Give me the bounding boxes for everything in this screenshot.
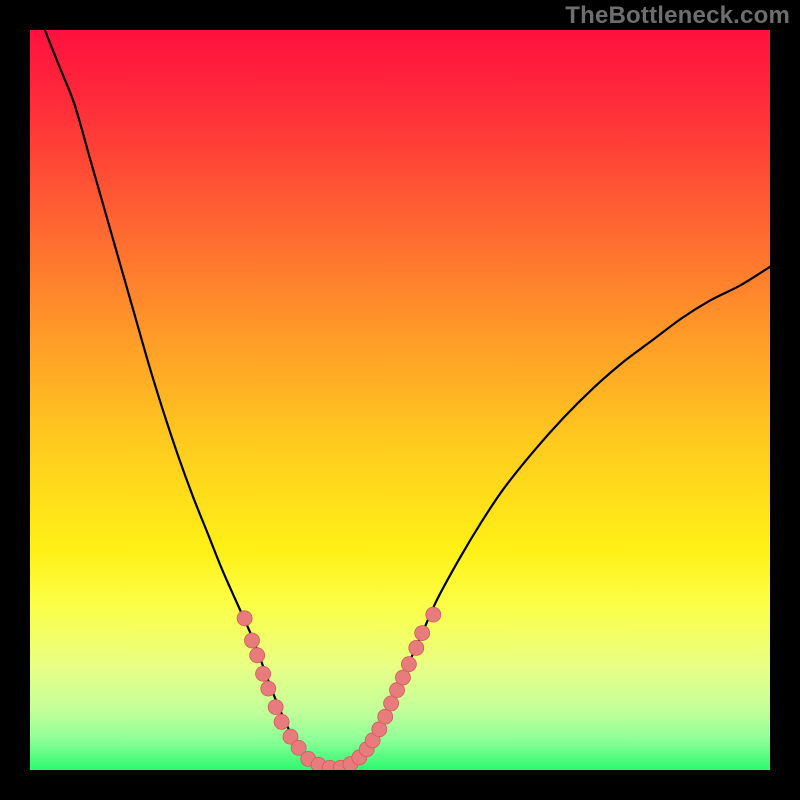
data-marker (395, 670, 410, 685)
data-marker (426, 607, 441, 622)
gradient-background (30, 30, 770, 770)
data-marker (274, 714, 289, 729)
green-safe-band (30, 722, 770, 770)
data-marker (261, 681, 276, 696)
data-marker (250, 648, 265, 663)
figure-root: TheBottleneck.com (0, 0, 800, 800)
data-marker (245, 633, 260, 648)
data-marker (409, 640, 424, 655)
plot-area (30, 30, 770, 770)
data-marker (378, 709, 393, 724)
data-marker (384, 696, 399, 711)
data-marker (237, 611, 252, 626)
data-marker (256, 666, 271, 681)
data-marker (401, 657, 416, 672)
watermark-text: TheBottleneck.com (565, 2, 790, 30)
data-marker (268, 700, 283, 715)
bottleneck-curve-chart (30, 30, 770, 770)
data-marker (415, 626, 430, 641)
